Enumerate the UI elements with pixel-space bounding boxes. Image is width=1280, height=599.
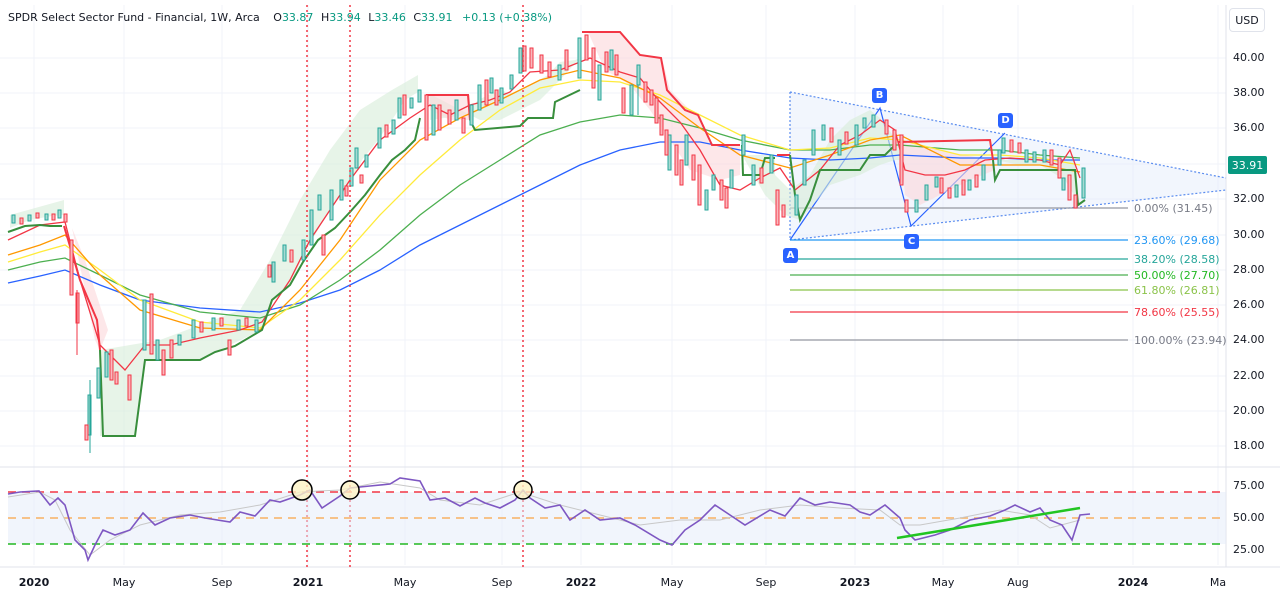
rsi-trendline — [896, 506, 1081, 540]
price-tick: 20.00 — [1233, 404, 1265, 417]
pattern-point-b[interactable]: B — [872, 88, 887, 103]
time-label: Sep — [755, 576, 777, 589]
time-label: 2022 — [565, 576, 597, 589]
fib-label-500: 50.00% (27.70) — [1134, 269, 1220, 282]
symbol-title: SPDR Select Sector Fund - Financial, 1W,… — [8, 11, 260, 24]
time-label: May — [931, 576, 955, 589]
time-label: 2021 — [292, 576, 324, 589]
currency-selector[interactable]: USD — [1229, 8, 1265, 32]
time-label: 2024 — [1117, 576, 1149, 589]
price-tick: 24.00 — [1233, 333, 1265, 346]
price-tick: 28.00 — [1233, 263, 1265, 276]
time-label: Aug — [1007, 576, 1029, 589]
time-label: Sep — [491, 576, 513, 589]
price-tick: 32.00 — [1233, 192, 1265, 205]
price-tick: 26.00 — [1233, 298, 1265, 311]
price-tick: 30.00 — [1233, 228, 1265, 241]
ma-green — [7, 114, 1081, 319]
ma-orange — [7, 69, 1081, 331]
candles — [11, 34, 1086, 453]
price-tick: 38.00 — [1233, 86, 1265, 99]
rsi-tick: 25.00 — [1233, 543, 1265, 556]
fib-label-0: 0.00% (31.45) — [1134, 202, 1213, 215]
supertrend-lines — [7, 31, 1086, 437]
symbol-legend: SPDR Select Sector Fund - Financial, 1W,… — [8, 11, 552, 24]
rsi-tick: 75.00 — [1233, 479, 1265, 492]
vertical-markers[interactable] — [306, 5, 524, 567]
high-value: 33.94 — [329, 11, 361, 24]
open-value: 33.87 — [281, 11, 314, 24]
time-label: May — [393, 576, 417, 589]
time-label: Ma — [1209, 576, 1227, 589]
pattern-point-d[interactable]: D — [998, 113, 1013, 128]
price-tick: 22.00 — [1233, 369, 1265, 382]
price-tick: 36.00 — [1233, 121, 1265, 134]
time-label: 2023 — [839, 576, 871, 589]
fib-retracement[interactable] — [790, 207, 1128, 341]
ma-blue — [7, 141, 1080, 313]
price-tick: 18.00 — [1233, 439, 1265, 452]
time-label: May — [660, 576, 684, 589]
time-label: May — [112, 576, 136, 589]
close-value: 33.91 — [421, 11, 453, 24]
fib-label-618: 61.80% (26.81) — [1134, 284, 1220, 297]
fib-label-1000: 100.00% (23.94) — [1134, 334, 1227, 347]
grid — [0, 5, 1226, 565]
fib-label-382: 38.20% (28.58) — [1134, 253, 1220, 266]
time-label: 2020 — [18, 576, 50, 589]
current-price-tag: 33.91 — [1228, 156, 1267, 174]
pattern-point-a[interactable]: A — [783, 248, 798, 263]
price-tick: 40.00 — [1233, 51, 1265, 64]
rsi-pane — [7, 477, 1226, 563]
rsi-tick: 50.00 — [1233, 511, 1265, 524]
low-value: 33.46 — [374, 11, 406, 24]
ma-yellow — [7, 79, 1081, 329]
time-label: Sep — [211, 576, 233, 589]
change-value: +0.13 (+0.38%) — [462, 11, 552, 24]
fib-label-236: 23.60% (29.68) — [1134, 234, 1220, 247]
pattern-point-c[interactable]: C — [904, 234, 919, 249]
fib-label-786: 78.60% (25.55) — [1134, 306, 1220, 319]
